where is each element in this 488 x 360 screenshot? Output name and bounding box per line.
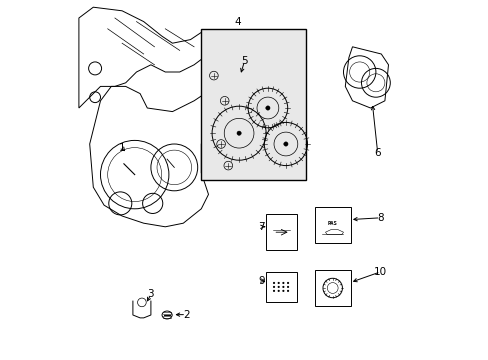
Text: 10: 10: [373, 267, 386, 277]
Circle shape: [282, 290, 284, 292]
Circle shape: [286, 286, 288, 288]
Text: 4: 4: [234, 17, 240, 27]
Text: 7: 7: [258, 222, 264, 232]
Text: 1: 1: [119, 143, 125, 153]
Circle shape: [277, 286, 279, 288]
Text: 5: 5: [241, 56, 247, 66]
Circle shape: [237, 131, 241, 135]
Circle shape: [286, 290, 288, 292]
Text: 6: 6: [374, 148, 380, 158]
Circle shape: [286, 282, 288, 284]
FancyBboxPatch shape: [201, 29, 305, 180]
Circle shape: [283, 142, 287, 146]
Circle shape: [277, 290, 279, 292]
Text: 8: 8: [377, 213, 383, 223]
Text: 9: 9: [258, 276, 264, 286]
Text: PAS: PAS: [327, 221, 337, 226]
Circle shape: [272, 282, 275, 284]
Circle shape: [277, 282, 279, 284]
Text: 3: 3: [147, 289, 154, 300]
Circle shape: [282, 282, 284, 284]
Circle shape: [272, 286, 275, 288]
Text: 2: 2: [183, 310, 189, 320]
Circle shape: [265, 106, 269, 110]
Circle shape: [272, 290, 275, 292]
Circle shape: [282, 286, 284, 288]
